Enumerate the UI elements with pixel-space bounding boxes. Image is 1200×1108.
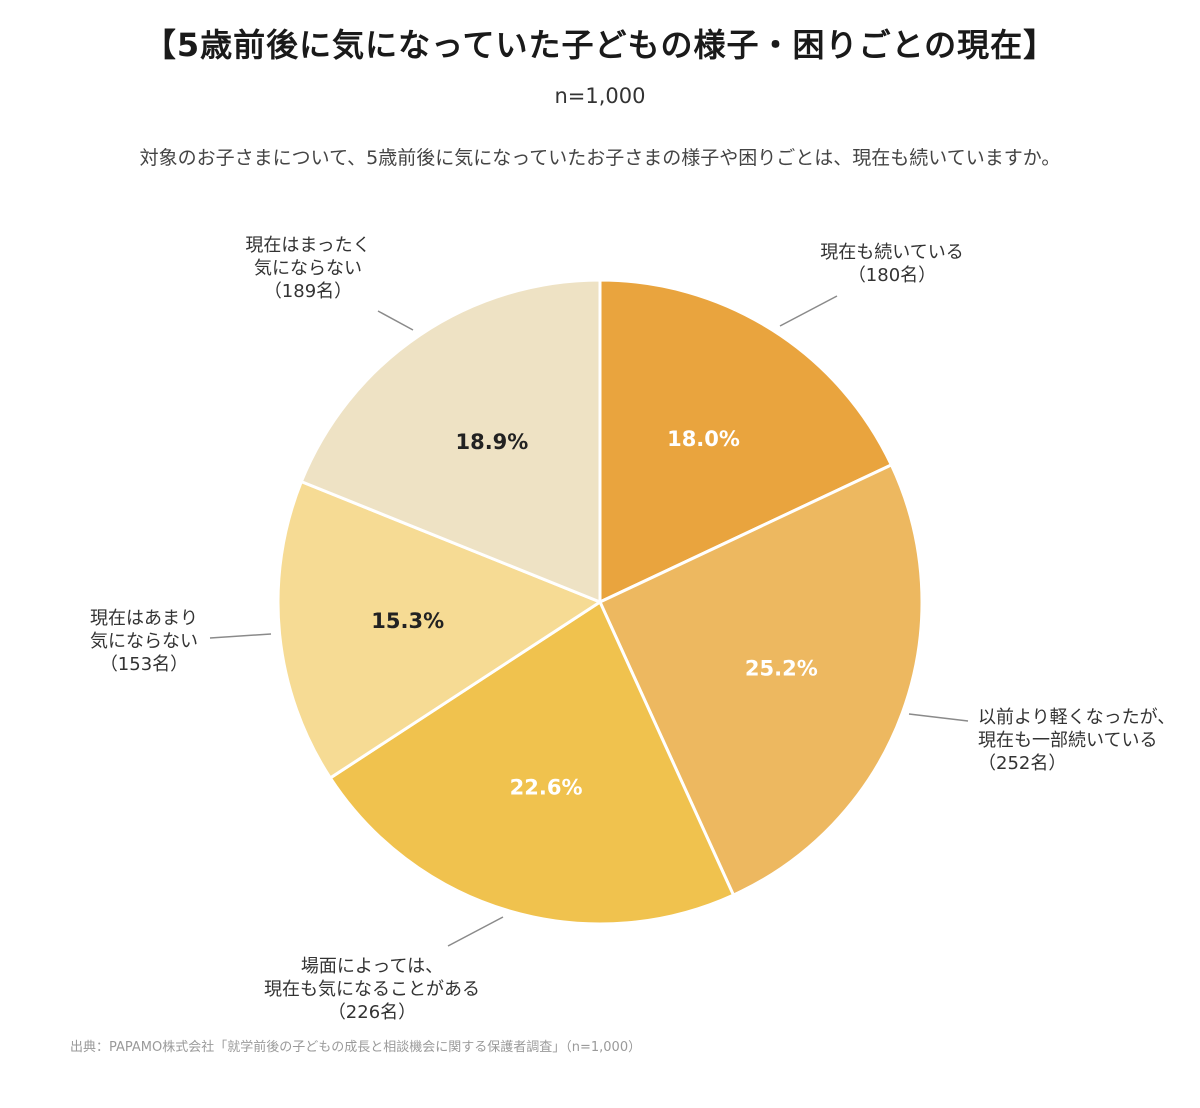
slice-category-label-0: 現在も続いている（180名） (820, 242, 963, 286)
slice-category-label-4: 現在はまったく気にならない（189名） (245, 235, 370, 302)
leader-line-1 (908, 713, 969, 722)
slice-percent-label-1: 25.2% (745, 657, 818, 681)
slice-category-label-3: 現在はあまり気にならない（153名） (90, 608, 198, 675)
pie-slice-1 (598, 462, 924, 898)
leader-line-3 (209, 633, 272, 639)
slice-category-label-2: 場面によっては、現在も気になることがある（226名） (264, 956, 480, 1023)
slice-percent-label-4: 18.9% (455, 430, 528, 454)
pie-slice-3 (276, 479, 604, 781)
slice-percent-label-2: 22.6% (510, 776, 583, 800)
source-note: 出典：PAPAMO株式会社「就学前後の子どもの成長と相談機会に関する保護者調査」… (70, 1040, 642, 1055)
leader-line-0 (779, 295, 838, 327)
pie-slice-0 (598, 278, 894, 605)
slice-percent-label-0: 18.0% (667, 427, 740, 451)
leader-line-4 (377, 310, 414, 331)
survey-question: 対象のお子さまについて、5歳前後に気になっていたお子さまの様子や困りごとは、現在… (139, 147, 1061, 169)
pie-slice-2 (328, 599, 736, 926)
slice-percent-label-3: 15.3% (371, 609, 444, 633)
chart-title: 【5歳前後に気になっていた子どもの様子・困りごとの現在】 (143, 26, 1057, 64)
sample-size: n=1,000 (554, 84, 646, 108)
leader-line-2 (447, 916, 504, 947)
pie-slice-4 (299, 278, 602, 605)
slice-category-label-1: 以前より軽くなったが、現在も一部続いている（252名） (978, 707, 1175, 774)
